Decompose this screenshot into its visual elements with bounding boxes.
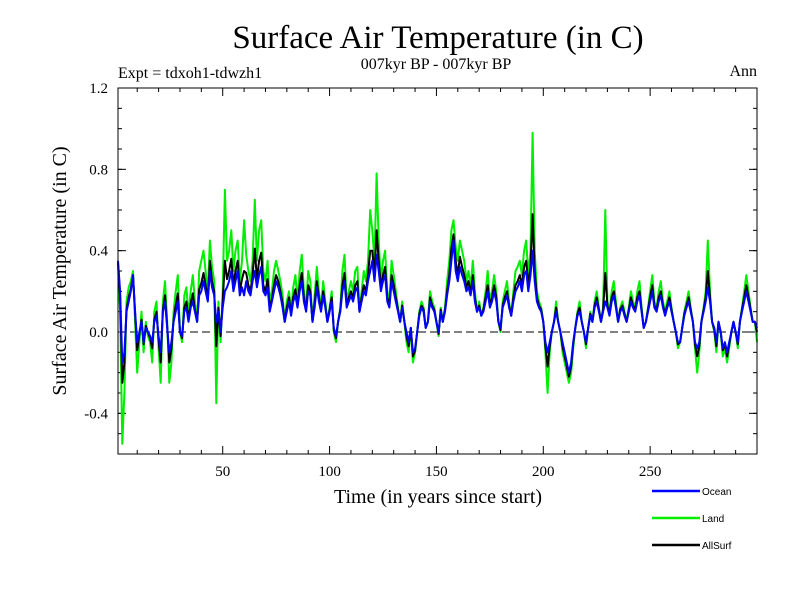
y-tick-label: 0.4 — [89, 244, 108, 260]
chart-subtitle: 007kyr BP - 007kyr BP — [361, 56, 512, 73]
experiment-label: Expt = tdxoh1-tdwzh1 — [118, 65, 262, 82]
x-tick-label: 50 — [215, 464, 230, 480]
x-axis-label: Time (in years since start) — [334, 486, 542, 508]
y-tick-label: 1.2 — [89, 81, 108, 97]
legend: Ocean Land AllSurf — [652, 487, 732, 552]
legend-label-ocean: Ocean — [702, 487, 731, 498]
series-lines — [117, 131, 758, 445]
y-tick-label: -0.4 — [84, 406, 108, 422]
chart-title: Surface Air Temperature (in C) — [232, 20, 643, 56]
x-tick-label: 250 — [639, 464, 662, 480]
y-axis-ticks: -0.4 0.0 0.4 0.8 1.2 — [84, 81, 757, 455]
x-tick-label: 100 — [318, 464, 341, 480]
season-label: Ann — [729, 63, 757, 80]
legend-label-allsurf: AllSurf — [702, 541, 732, 552]
legend-label-land: Land — [702, 514, 724, 525]
x-tick-label: 150 — [425, 464, 448, 480]
x-tick-label: 200 — [532, 464, 555, 480]
y-axis-label: Surface Air Temperature (in C) — [49, 146, 71, 395]
x-axis-ticks: 50 100 150 200 250 — [136, 88, 737, 480]
y-tick-label: 0.8 — [89, 162, 108, 178]
series-line-ocean — [117, 239, 758, 374]
plot-frame — [117, 87, 758, 455]
y-tick-label: 0.0 — [89, 325, 108, 341]
